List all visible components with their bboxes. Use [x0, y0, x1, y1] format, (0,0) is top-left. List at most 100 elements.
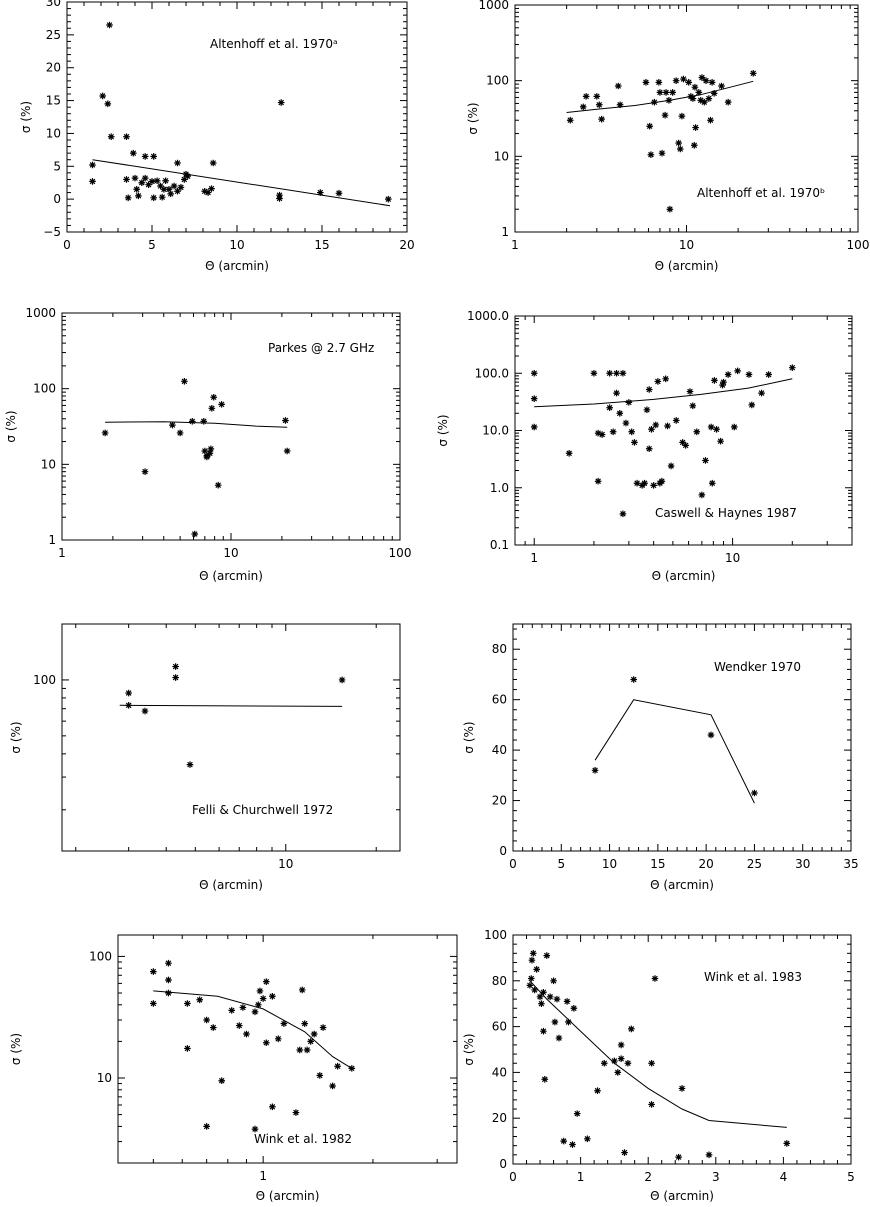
data-point — [172, 674, 179, 681]
plot-frame — [512, 934, 852, 1165]
y-tick-label: 40 — [492, 1065, 507, 1079]
data-point — [651, 975, 659, 982]
data-point — [104, 100, 112, 108]
data-point — [201, 187, 208, 195]
data-point — [648, 1059, 655, 1067]
data-point — [101, 429, 109, 437]
data-point — [150, 194, 157, 202]
y-tick-label: 40 — [492, 743, 507, 757]
data-point — [274, 1035, 282, 1043]
data-point — [162, 177, 169, 185]
data-point — [235, 1022, 243, 1029]
data-point — [669, 89, 676, 96]
data-point — [141, 153, 149, 160]
data-point — [138, 179, 146, 187]
fit-line — [119, 704, 343, 707]
y-tick-label: 10.0 — [482, 424, 509, 438]
y-tick-label: 0.1 — [490, 538, 509, 552]
y-tick-label: 10 — [97, 1071, 112, 1085]
data-point — [730, 423, 738, 431]
data-point — [708, 79, 716, 86]
data-point — [631, 439, 638, 446]
x-tick-label: 15 — [314, 238, 329, 252]
y-axis-label: σ (%) — [4, 410, 18, 442]
chart-panel-7: 1 10 100 Θ (arcmin) σ (%) Wink et al. 1982 — [9, 934, 458, 1203]
x-tick-label: 3 — [712, 1170, 720, 1184]
x-axis-label: Θ (arcmin) — [655, 259, 719, 273]
x-tick-label: 2 — [644, 1170, 652, 1184]
x-tick-label: 10 — [602, 857, 617, 871]
data-point — [616, 101, 624, 109]
data-point — [203, 1123, 210, 1130]
x-axis-label: Θ (arcmin) — [652, 569, 716, 583]
data-point — [652, 421, 660, 429]
data-point — [529, 950, 537, 957]
data-point — [536, 993, 544, 1001]
data-point — [541, 1075, 549, 1083]
data-point — [594, 1087, 601, 1095]
data-point — [579, 103, 587, 111]
y-tick-label: 25 — [46, 28, 61, 42]
x-tick-label: 10 — [278, 857, 293, 871]
y-tick-label: 10 — [41, 457, 56, 471]
data-point — [566, 116, 574, 124]
data-point — [702, 457, 709, 464]
data-point — [262, 1039, 270, 1047]
data-point — [646, 122, 653, 130]
y-tick-label: 0 — [499, 1157, 507, 1171]
data-point — [283, 447, 291, 455]
data-point — [788, 364, 796, 372]
x-axis-label: Θ (arcmin) — [205, 259, 269, 273]
data-point — [758, 389, 765, 397]
y-axis-label: σ (%) — [462, 1033, 476, 1065]
data-point — [551, 1018, 559, 1026]
data-point — [598, 115, 605, 123]
x-tick-label: 5 — [557, 857, 565, 871]
data-point — [280, 1020, 288, 1027]
data-point — [563, 998, 571, 1005]
data-point — [174, 187, 181, 195]
data-point — [678, 112, 686, 120]
data-point — [200, 418, 208, 425]
x-tick-label: 100 — [389, 546, 412, 560]
data-point — [724, 371, 732, 378]
data-point — [334, 1062, 341, 1070]
data-point — [335, 189, 343, 197]
data-point — [165, 959, 172, 967]
y-tick-label: 15 — [46, 94, 61, 108]
data-point — [565, 449, 573, 457]
data-point — [338, 676, 346, 684]
data-point — [621, 1149, 628, 1156]
data-point — [724, 98, 732, 106]
data-point — [611, 1057, 618, 1065]
panel-annotation: Parkes @ 2.7 GHz — [268, 341, 374, 355]
data-point — [682, 442, 689, 449]
data-point — [676, 145, 684, 153]
x-axis-label: Θ (arcmin) — [199, 878, 263, 892]
data-point — [590, 369, 598, 377]
data-point — [701, 98, 708, 106]
x-tick-label: 25 — [747, 857, 762, 871]
data-point — [277, 99, 285, 106]
data-point — [540, 1027, 547, 1035]
data-point — [645, 386, 653, 393]
y-tick-label: 100 — [89, 949, 112, 963]
data-point — [165, 185, 173, 193]
chart-panel-2: 1 10 100 1 10 100 1000 Θ (arcmin) σ (%) Altenhoff… — [466, 0, 869, 273]
panel-annotation: Caswell & Haynes 1987 — [655, 506, 797, 520]
data-point — [184, 1000, 191, 1007]
data-point — [613, 389, 620, 397]
data-point — [713, 425, 720, 433]
data-point — [262, 978, 270, 985]
data-point — [710, 90, 718, 97]
data-point — [176, 429, 184, 437]
data-point — [555, 1034, 563, 1042]
data-point — [614, 1069, 622, 1076]
data-point — [560, 1137, 567, 1145]
data-point — [619, 369, 627, 377]
plot-frame — [61, 623, 401, 852]
data-point — [153, 177, 161, 185]
data-point — [628, 428, 635, 436]
data-point — [658, 149, 666, 157]
data-point — [319, 1024, 327, 1031]
